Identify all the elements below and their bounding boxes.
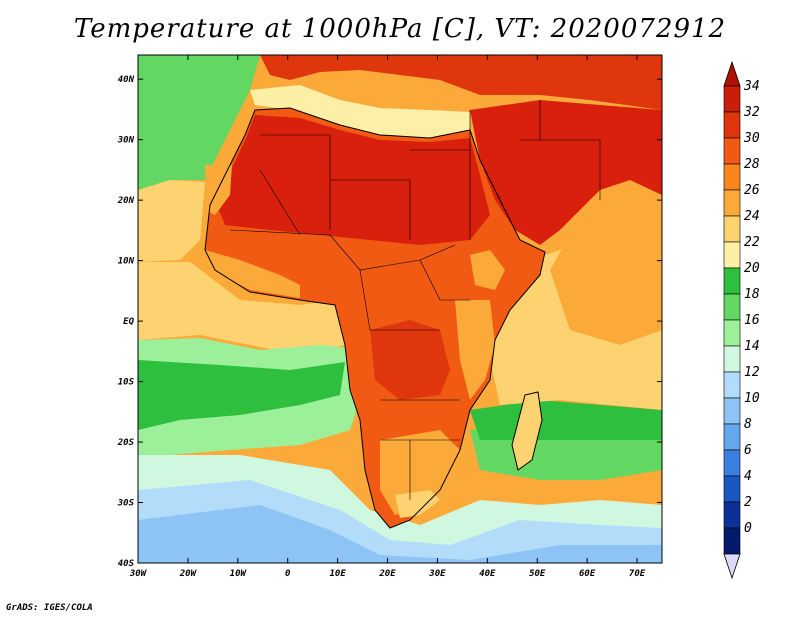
- southern-cape-yellow: [395, 490, 440, 518]
- colorbar-label: 26: [744, 183, 760, 198]
- grads-credit: GrADS: IGES/COLA: [6, 603, 93, 613]
- longitude-labels: 30W 20W 10W 0 10E 20E 30E 40E 50E 60E 70E: [129, 569, 646, 579]
- mediterranean: [250, 85, 470, 140]
- colorbar-swatch: [723, 241, 741, 269]
- africa-coastline: [204, 107, 546, 529]
- central-africa-hot: [370, 320, 450, 400]
- colorbar-label: 14: [744, 339, 760, 354]
- lon-tick-label: 30E: [428, 569, 446, 579]
- lon-tick-label: 30W: [129, 569, 148, 579]
- colorbar-label: 20: [744, 261, 760, 276]
- colorbar-swatch: [723, 163, 741, 191]
- temperature-field: [138, 55, 662, 563]
- lon-tick-label: 60E: [579, 569, 596, 579]
- colorbar-label: 12: [744, 365, 760, 380]
- colorbar-swatch: [723, 293, 741, 321]
- lat-tick-label: 40N: [118, 75, 135, 85]
- colorbar-label: 8: [744, 417, 752, 432]
- lat-tick-label: 30S: [117, 499, 135, 509]
- map-title: Temperature at 1000hPa [C], VT: 20200729…: [73, 14, 727, 44]
- colorbar-swatch: [723, 345, 741, 373]
- colorbar-label: 28: [744, 157, 760, 172]
- colorbar-label: 10: [744, 391, 760, 406]
- lon-tick-label: 20W: [179, 569, 198, 579]
- colorbar: [723, 60, 741, 580]
- country-borders: [229, 100, 601, 500]
- colorbar-label: 30: [743, 131, 760, 146]
- gulf-of-guinea-yellow: [138, 262, 345, 355]
- colorbar-overflow-high: [723, 60, 741, 87]
- colorbar-label: 6: [744, 443, 752, 458]
- colorbar-label: 22: [744, 235, 760, 250]
- colorbar-swatch: [723, 319, 741, 347]
- colorbar-label: 0: [744, 521, 752, 536]
- colorbar-swatch: [723, 501, 741, 529]
- colorbar-label: 18: [744, 287, 760, 302]
- lon-tick-label: 10E: [329, 569, 346, 579]
- colorbar-label: 34: [743, 79, 760, 94]
- colorbar-label: 32: [743, 105, 760, 120]
- southern-africa-warm: [380, 430, 460, 515]
- arabian-peninsula-south-warm: [560, 195, 620, 250]
- colorbar-swatch: [723, 137, 741, 165]
- lon-tick-label: 20E: [378, 569, 396, 579]
- colorbar-swatch: [723, 85, 741, 113]
- lat-tick-label: 20S: [117, 438, 135, 448]
- colorbar-label: 4: [744, 469, 752, 484]
- south-atlantic-green: [138, 360, 345, 430]
- colorbar-label: 24: [744, 209, 760, 224]
- colorbar-swatch: [723, 111, 741, 139]
- lat-tick-label: 30N: [117, 136, 135, 146]
- colorbar-swatch: [723, 267, 741, 295]
- lon-tick-label: 70E: [629, 569, 646, 579]
- ethiopian-highlands: [470, 250, 505, 290]
- madagascar: [512, 392, 542, 470]
- madagascar-coast: [511, 391, 543, 471]
- axis-ticks: [137, 55, 662, 564]
- lon-tick-label: 50E: [529, 569, 546, 579]
- southern-ocean-deeper-blue: [138, 505, 662, 563]
- east-africa-warm: [455, 300, 495, 400]
- lat-tick-label: 40S: [118, 559, 135, 569]
- plot-frame: [137, 54, 663, 564]
- colorbar-swatch: [723, 397, 741, 425]
- lon-tick-label: 10W: [230, 569, 248, 579]
- colorbar-swatch: [723, 475, 741, 503]
- north-atlantic-green: [138, 55, 260, 190]
- arabia-hot: [470, 100, 662, 245]
- lat-tick-label: 10N: [118, 257, 135, 267]
- colorbar-swatch: [723, 449, 741, 477]
- west-africa-warm: [205, 250, 300, 298]
- colorbar-swatch: [723, 527, 741, 555]
- lat-tick-label: 20N: [117, 196, 135, 206]
- colorbar-swatch: [723, 371, 741, 399]
- lat-tick-label: 10S: [118, 378, 135, 388]
- colorbar-swatch: [723, 423, 741, 451]
- colorbar-label: 16: [744, 313, 760, 328]
- north-atlantic-yellow: [138, 180, 205, 262]
- colorbar-swatch: [723, 215, 741, 243]
- lat-tick-label: EQ: [123, 317, 134, 327]
- lon-tick-label: 0: [285, 569, 291, 579]
- colorbar-swatch: [723, 189, 741, 217]
- lon-tick-label: 40E: [479, 569, 496, 579]
- latitude-labels: 40N 30N 20N 10N EQ 10S 20S 30S 40S: [117, 75, 135, 569]
- colorbar-overflow-low: [723, 553, 741, 580]
- colorbar-label: 2: [744, 495, 752, 510]
- europe-land: [260, 55, 662, 110]
